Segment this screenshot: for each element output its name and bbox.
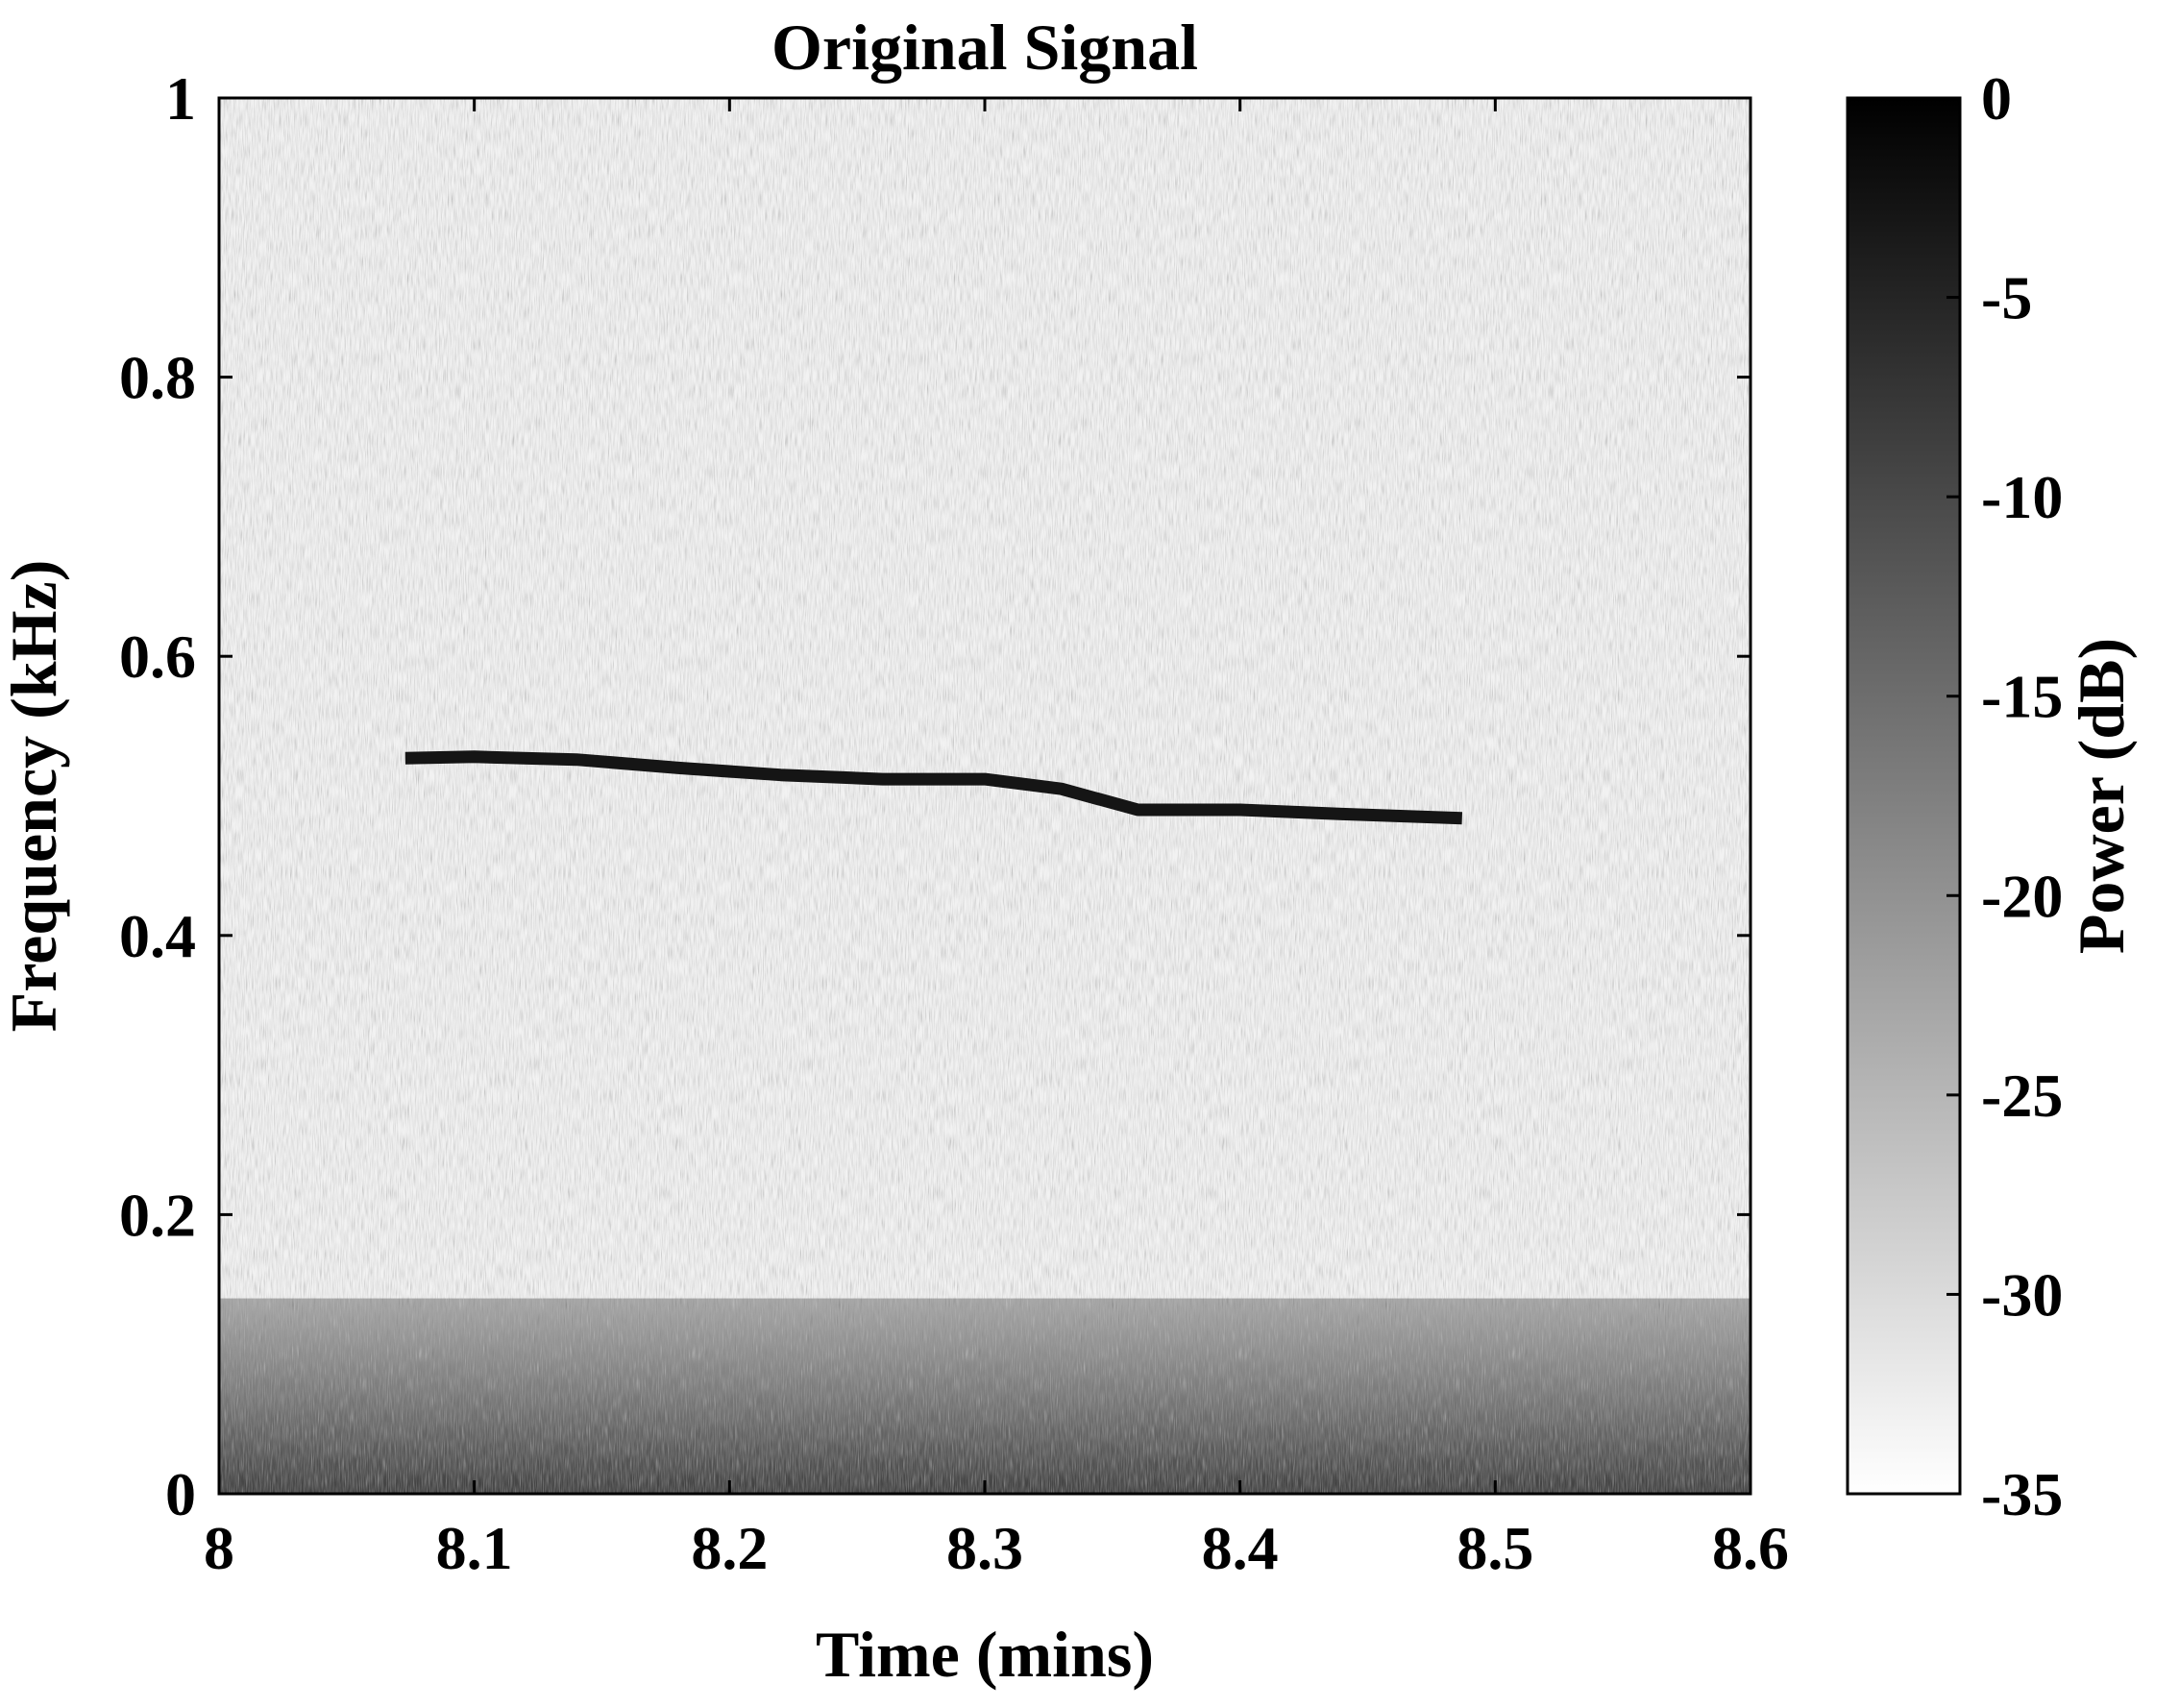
x-tick-label: 8.1 xyxy=(436,1514,513,1582)
x-tick-label: 8.3 xyxy=(946,1514,1023,1582)
colorbar-tick-label: -20 xyxy=(1981,862,2063,930)
y-tick-label: 0.6 xyxy=(119,622,196,691)
colorbar-tick-label: -35 xyxy=(1981,1460,2063,1528)
y-tick-label: 1 xyxy=(165,64,196,133)
colorbar-tick-label: -5 xyxy=(1981,264,2032,332)
y-axis-label: Frequency (kHz) xyxy=(0,560,70,1033)
x-tick-label: 8.2 xyxy=(691,1514,768,1582)
x-axis: 8 8.1 8.2 8.3 8.4 8.5 8.6 xyxy=(204,98,1789,1582)
low-frequency-noise-texture xyxy=(219,1298,1751,1494)
colorbar-tick-label: -30 xyxy=(1981,1260,2063,1329)
colorbar-label: Power (dB) xyxy=(2065,638,2138,954)
colorbar: 0 -5 -10 -15 -20 -25 -30 -35 Power (dB) xyxy=(1846,64,2138,1528)
colorbar-tick-label: 0 xyxy=(1981,64,2012,133)
colorbar-tick-label: -25 xyxy=(1981,1061,2063,1130)
y-tick-label: 0.2 xyxy=(119,1181,196,1249)
colorbar-gradient xyxy=(1846,96,1962,1496)
y-axis: 0 0.2 0.4 0.6 0.8 1 xyxy=(119,64,1751,1528)
background-noise xyxy=(219,98,1751,1494)
y-tick-label: 0.8 xyxy=(119,344,196,412)
y-tick-label: 0.4 xyxy=(119,902,196,970)
x-tick-label: 8.6 xyxy=(1712,1514,1789,1582)
colorbar-tick-label: -10 xyxy=(1981,463,2063,531)
x-axis-label: Time (mins) xyxy=(816,1618,1154,1691)
x-tick-label: 8.4 xyxy=(1202,1514,1279,1582)
tonal-signal-line xyxy=(404,750,1463,825)
x-tick-label: 8.5 xyxy=(1457,1514,1533,1582)
colorbar-ticks: 0 -5 -10 -15 -20 -25 -30 -35 xyxy=(1946,64,2063,1528)
plot-area xyxy=(219,98,1751,1494)
y-tick-label: 0 xyxy=(165,1460,196,1528)
chart-title: Original Signal xyxy=(771,11,1198,84)
colorbar-tick-label: -15 xyxy=(1981,663,2063,731)
x-tick-label: 8 xyxy=(204,1514,234,1582)
